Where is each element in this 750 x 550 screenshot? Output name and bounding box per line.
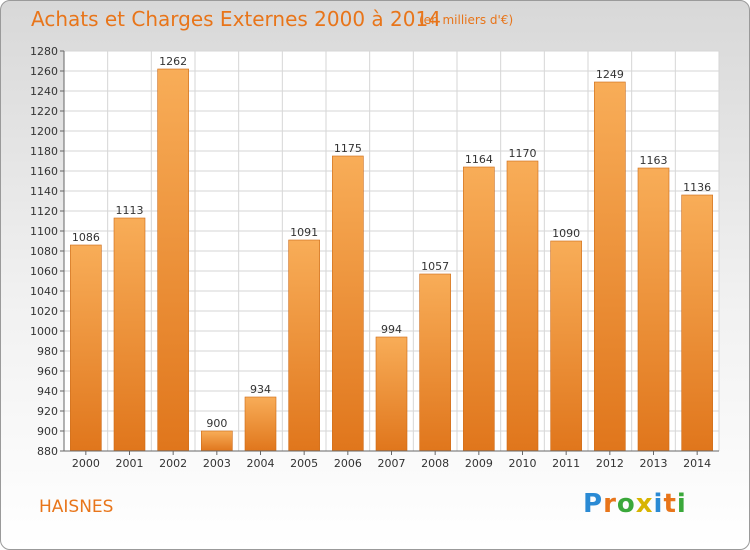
x-tick-label: 2014 — [683, 457, 711, 470]
bar — [201, 430, 233, 452]
bar — [637, 167, 670, 452]
bar-value-label: 1175 — [334, 142, 362, 155]
logo-letter: P — [583, 489, 604, 519]
bar — [419, 273, 451, 452]
bar-value-label: 934 — [250, 383, 271, 396]
x-tick-label: 2006 — [334, 457, 362, 470]
y-tick-label: 1120 — [30, 205, 58, 218]
x-tick-label: 2011 — [552, 457, 580, 470]
bar — [70, 244, 102, 452]
x-tick-label: 2000 — [72, 457, 100, 470]
y-tick-label: 960 — [37, 365, 58, 378]
x-tick-label: 2008 — [421, 457, 449, 470]
x-tick-label: 2001 — [116, 457, 144, 470]
y-tick-label: 1000 — [30, 325, 58, 338]
bar-value-label: 1057 — [421, 260, 449, 273]
logo-letter: i — [676, 489, 687, 519]
bar-value-label: 900 — [206, 417, 227, 430]
bar-value-label: 1163 — [640, 154, 668, 167]
chart-title: Achats et Charges Externes 2000 à 2014 — [31, 7, 441, 31]
y-tick-label: 900 — [37, 425, 58, 438]
city-name: HAISNES — [39, 497, 114, 517]
y-tick-label: 880 — [37, 445, 58, 458]
bar-value-label: 1086 — [72, 231, 100, 244]
bar-value-label: 1164 — [465, 153, 493, 166]
y-tick-label: 1280 — [30, 45, 58, 58]
bar-value-label: 1090 — [552, 227, 580, 240]
y-tick-label: 1100 — [30, 225, 58, 238]
logo-letter: o — [616, 489, 636, 519]
bar — [332, 155, 364, 452]
y-tick-label: 1060 — [30, 265, 58, 278]
bar-value-label: 1249 — [596, 68, 624, 81]
y-tick-label: 1040 — [30, 285, 58, 298]
x-tick-label: 2009 — [465, 457, 493, 470]
bar-value-label: 1091 — [290, 226, 318, 239]
bar — [244, 396, 277, 452]
bar-value-label: 1170 — [509, 147, 537, 160]
x-tick-label: 2002 — [159, 457, 187, 470]
y-tick-label: 1200 — [30, 125, 58, 138]
x-tick-label: 2013 — [640, 457, 668, 470]
logo-letter: t — [663, 489, 677, 519]
y-tick-label: 1020 — [30, 305, 58, 318]
bar — [375, 336, 408, 452]
y-tick-label: 1140 — [30, 185, 58, 198]
proxiti-logo: Proxiti — [583, 489, 687, 519]
x-tick-label: 2004 — [247, 457, 275, 470]
y-tick-label: 980 — [37, 345, 58, 358]
bar — [594, 81, 626, 452]
y-tick-label: 1180 — [30, 145, 58, 158]
logo-letter: i — [653, 489, 664, 519]
bar — [463, 166, 495, 452]
x-tick-label: 2005 — [290, 457, 318, 470]
bar-value-label: 1136 — [683, 181, 711, 194]
y-tick-label: 940 — [37, 385, 58, 398]
y-tick-label: 1260 — [30, 65, 58, 78]
bar — [288, 239, 320, 452]
bar — [506, 160, 539, 452]
y-tick-label: 1080 — [30, 245, 58, 258]
y-tick-label: 920 — [37, 405, 58, 418]
bar — [681, 194, 713, 452]
bar — [113, 217, 146, 452]
x-tick-label: 2012 — [596, 457, 624, 470]
bar-value-label: 994 — [381, 323, 402, 336]
bar-value-label: 1262 — [159, 55, 187, 68]
bar — [157, 68, 189, 452]
x-tick-label: 2003 — [203, 457, 231, 470]
x-tick-label: 2007 — [378, 457, 406, 470]
y-tick-label: 1240 — [30, 85, 58, 98]
bar — [550, 240, 582, 452]
bar-value-label: 1113 — [116, 204, 144, 217]
y-tick-label: 1160 — [30, 165, 58, 178]
logo-letter: r — [603, 489, 617, 519]
logo-letter: x — [635, 489, 654, 519]
x-tick-label: 2010 — [509, 457, 537, 470]
y-tick-label: 1220 — [30, 105, 58, 118]
chart-subtitle: (en milliers d'€) — [419, 13, 514, 27]
